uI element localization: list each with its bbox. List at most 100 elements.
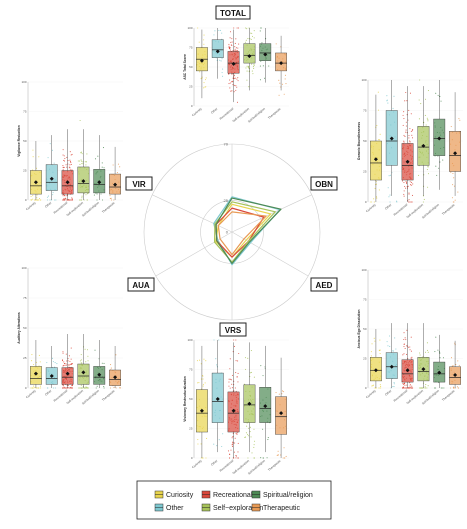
- data-point: [227, 73, 230, 75]
- data-point: [47, 157, 49, 159]
- panel-y-axis-label: Vigilance Reduction: [17, 125, 21, 156]
- data-point: [51, 149, 54, 151]
- data-point: [229, 358, 231, 360]
- data-point: [102, 147, 105, 149]
- data-point: [198, 382, 200, 384]
- data-point: [418, 99, 420, 101]
- panel-y-tick-label: 100: [187, 26, 192, 30]
- panel-aed: AED 0 25 50 75 100 Anxious Ego Dissolution Curi…: [310, 268, 463, 405]
- data-point: [119, 166, 121, 168]
- data-point: [403, 141, 405, 143]
- data-point: [229, 37, 231, 39]
- data-point: [231, 374, 233, 376]
- panel-x-tick-label: Other: [210, 107, 218, 115]
- data-point: [404, 347, 406, 349]
- data-point: [30, 199, 32, 201]
- data-point: [85, 194, 87, 196]
- panel-x-tick-label: Spiritual/religion: [247, 458, 266, 475]
- data-point: [249, 372, 251, 374]
- panel-y-tick-label: 25: [23, 169, 27, 173]
- data-point: [403, 332, 405, 334]
- data-point: [283, 447, 285, 449]
- data-point: [231, 445, 234, 447]
- data-point: [30, 195, 32, 198]
- data-point: [245, 67, 247, 69]
- data-point: [408, 199, 410, 201]
- data-point: [200, 378, 202, 380]
- data-point: [84, 161, 86, 163]
- data-point: [228, 47, 230, 49]
- data-point: [238, 43, 240, 45]
- data-point: [370, 355, 372, 357]
- data-point: [403, 353, 405, 355]
- data-point: [390, 387, 392, 389]
- data-point: [403, 181, 405, 184]
- data-point: [81, 197, 83, 199]
- box-mean-marker: [113, 375, 118, 380]
- data-point: [237, 77, 239, 79]
- data-point: [249, 431, 251, 433]
- data-point: [231, 437, 233, 439]
- data-point: [81, 387, 84, 389]
- data-point: [393, 95, 395, 97]
- panel-y-tick-label: 0: [191, 456, 193, 460]
- box-mean-marker: [247, 54, 252, 59]
- data-point: [409, 141, 411, 143]
- data-point: [62, 195, 64, 197]
- data-point: [411, 137, 414, 139]
- data-point: [47, 195, 50, 197]
- data-point: [374, 187, 376, 189]
- data-point: [232, 436, 234, 438]
- data-point: [116, 172, 118, 174]
- panel-y-tick-label: 50: [23, 139, 27, 143]
- data-point: [405, 182, 408, 185]
- data-point: [378, 189, 380, 191]
- data-point: [237, 381, 239, 383]
- data-point: [218, 439, 220, 441]
- data-point: [410, 130, 412, 133]
- data-point: [424, 114, 426, 116]
- data-point: [62, 149, 64, 151]
- data-point: [110, 367, 112, 369]
- data-point: [283, 93, 285, 95]
- data-point: [411, 358, 413, 360]
- data-point: [403, 111, 405, 113]
- data-point: [427, 385, 429, 387]
- dimension-label-box-obn: [310, 176, 338, 191]
- data-point: [222, 433, 224, 435]
- data-point: [228, 43, 230, 45]
- data-point: [411, 385, 413, 387]
- data-point: [213, 443, 215, 445]
- box-spiritual-religion: [259, 43, 272, 61]
- data-point: [407, 185, 409, 187]
- data-point: [424, 386, 426, 388]
- data-point: [71, 153, 73, 155]
- data-point: [69, 360, 71, 362]
- box-mean-marker: [247, 401, 252, 406]
- data-point: [202, 383, 204, 385]
- data-point: [213, 34, 215, 36]
- data-point: [38, 354, 40, 357]
- data-point: [246, 70, 248, 72]
- data-point: [403, 190, 405, 192]
- data-point: [406, 353, 408, 355]
- data-point: [386, 99, 388, 101]
- data-point: [86, 193, 88, 195]
- data-point: [66, 360, 68, 362]
- data-point: [454, 199, 456, 201]
- panel-x-tick-label: Other: [210, 459, 218, 467]
- data-point: [203, 358, 205, 360]
- data-point: [46, 362, 48, 364]
- dimension-label-total: TOTAL: [220, 9, 246, 18]
- dimension-label-aed: AED: [316, 281, 333, 290]
- data-point: [405, 387, 407, 389]
- data-point: [80, 354, 82, 356]
- data-point: [97, 155, 99, 157]
- data-point: [110, 197, 112, 199]
- radar-chart: 0 25 70: [143, 142, 321, 321]
- data-point: [282, 457, 284, 459]
- data-point: [205, 457, 207, 459]
- data-point: [52, 192, 54, 194]
- box-mean-marker: [453, 373, 458, 378]
- data-point: [442, 159, 444, 161]
